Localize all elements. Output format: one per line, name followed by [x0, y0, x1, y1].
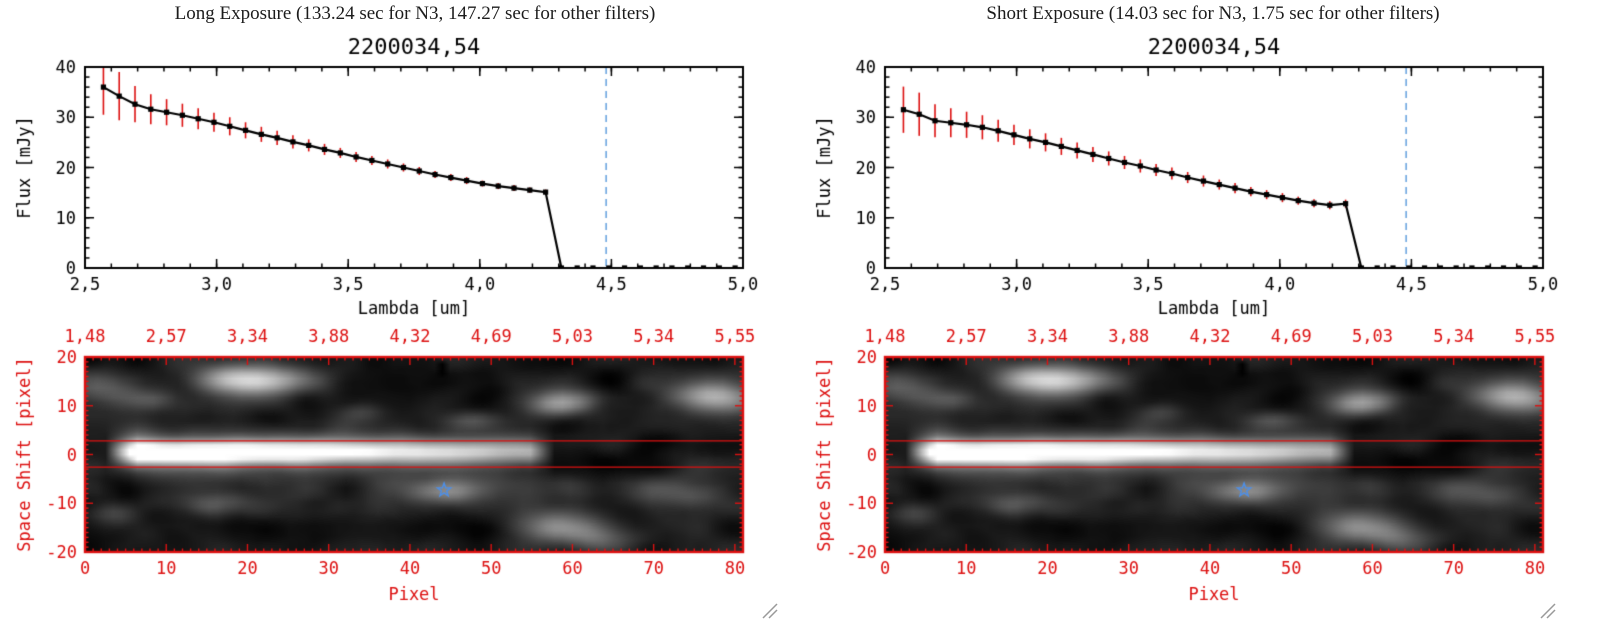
resize-grip-icon [1540, 603, 1556, 619]
flux-spectrum-chart-short [800, 28, 1600, 320]
resize-grip-icon [762, 603, 778, 619]
spatial-spectral-image-short [800, 320, 1600, 630]
resize-grip[interactable] [1538, 601, 1556, 619]
resize-grip[interactable] [760, 601, 778, 619]
long-exposure-header: Long Exposure (133.24 sec for N3, 147.27… [174, 3, 656, 24]
short-exposure-header: Short Exposure (14.03 sec for N3, 1.75 s… [986, 3, 1440, 24]
flux-spectrum-chart-long [0, 28, 800, 320]
spatial-spectral-image-long [0, 320, 800, 630]
